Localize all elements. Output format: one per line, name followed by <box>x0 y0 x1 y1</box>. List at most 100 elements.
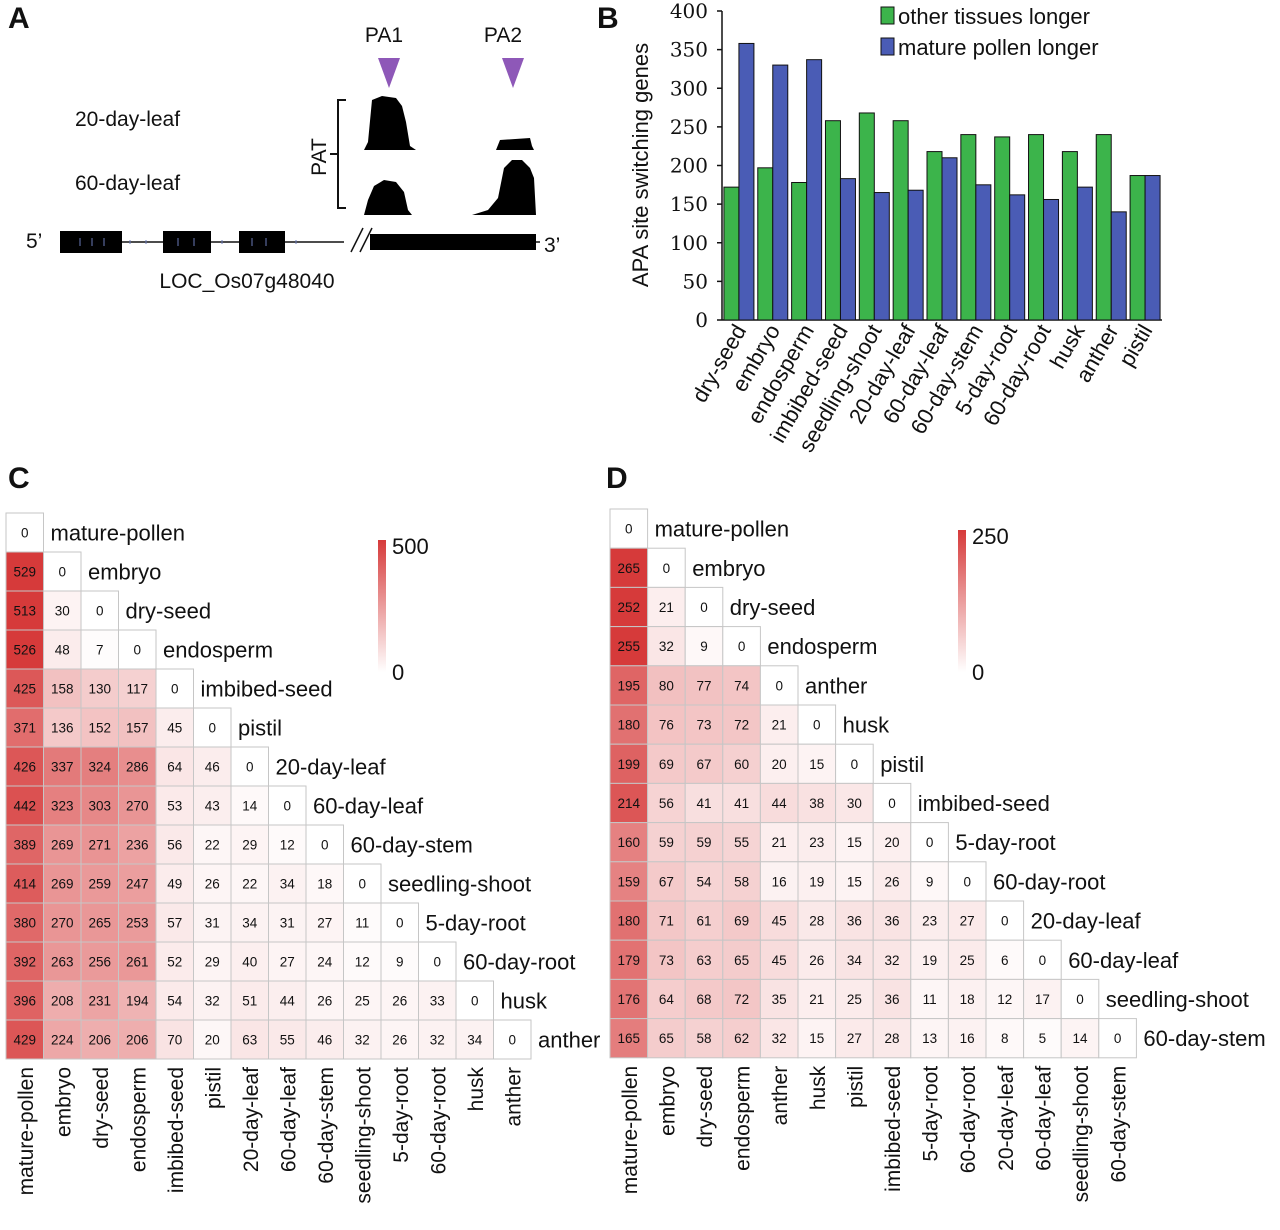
heat-cell-value: 30 <box>847 796 862 811</box>
heat-cell <box>455 980 494 1021</box>
row-label: mature-pollen <box>51 521 186 546</box>
heat-cell <box>609 939 649 980</box>
heat-cell-value: 59 <box>659 835 674 850</box>
heat-cell <box>797 743 837 784</box>
heat-cell-value: 26 <box>392 1033 407 1048</box>
heat-cell <box>835 900 874 941</box>
heat-cell <box>80 785 119 826</box>
heat-cell-value: 26 <box>205 877 220 892</box>
heat-cell-value: 33 <box>430 994 445 1009</box>
peak-pa1-60-day-leaf <box>364 180 412 215</box>
heat-cell-value: 32 <box>430 1033 445 1048</box>
heat-cell <box>609 508 649 549</box>
heat-cell <box>118 902 157 943</box>
heat-cell-value: 0 <box>358 877 366 892</box>
heat-cell <box>759 782 799 824</box>
heat-cell-value: 45 <box>772 953 787 968</box>
heat-cell <box>1098 1018 1137 1059</box>
heat-cell-value: 259 <box>88 877 111 892</box>
peak-pa2-60-day-leaf <box>472 160 536 215</box>
row-label: endosperm <box>163 638 273 663</box>
heat-cell-value: 45 <box>167 721 182 736</box>
heat-cell <box>305 824 344 865</box>
heat-cell-value: 0 <box>700 600 708 615</box>
heat-cell-value: 14 <box>242 799 258 814</box>
y-tick-label: 0 <box>695 308 708 332</box>
heat-cell <box>684 743 724 784</box>
heat-cell <box>80 668 119 709</box>
column-label: seedling-shoot <box>352 1067 375 1204</box>
heat-cell <box>80 1019 119 1060</box>
heat-cell-value: 64 <box>659 992 675 1007</box>
heat-cell-value: 64 <box>167 760 183 775</box>
heat-cell-value: 23 <box>809 835 824 850</box>
heat-cell <box>268 980 307 1021</box>
heat-cell <box>155 668 194 709</box>
row-label: 60-day-leaf <box>313 794 424 819</box>
column-label: dry-seed <box>90 1067 113 1149</box>
heat-cell-value: 9 <box>926 874 934 889</box>
heat-cell-value: 224 <box>51 1033 74 1048</box>
legend-label-pollen: mature pollen longer <box>898 35 1099 60</box>
bar-other-pistil <box>1129 175 1146 321</box>
heat-cell <box>43 707 82 748</box>
heat-cell-value: 55 <box>280 1033 295 1048</box>
column-label: pistil <box>202 1067 225 1109</box>
pat-bracket <box>330 99 346 209</box>
color-scale-max: 500 <box>392 534 429 559</box>
heat-cell-value: 67 <box>659 874 674 889</box>
heat-cell-value: 324 <box>88 760 111 775</box>
heat-cell-value: 71 <box>659 914 674 929</box>
heat-cell-value: 29 <box>242 838 257 853</box>
heat-cell-value: 69 <box>659 757 674 772</box>
heat-cell <box>835 1018 874 1059</box>
panel-c-label: C <box>8 462 30 495</box>
color-scale-min: 0 <box>392 660 404 685</box>
heat-cell-value: 34 <box>242 916 258 931</box>
row-label: imbibed-seed <box>918 791 1050 816</box>
heat-cell <box>872 939 912 980</box>
legend-swatch-pollen <box>880 37 895 56</box>
heat-cell <box>268 785 307 826</box>
heat-cell-value: 63 <box>696 953 711 968</box>
column-label: seedling-shoot <box>1070 1066 1093 1203</box>
heat-cell-value: 0 <box>775 678 783 693</box>
heat-cell <box>343 980 382 1021</box>
heat-cell-value: 165 <box>618 1031 641 1046</box>
heat-cell-value: 0 <box>471 994 479 1009</box>
heat-cell <box>835 743 874 784</box>
legend-swatch-other <box>880 6 895 25</box>
heat-cell <box>910 939 949 980</box>
heat-cell-value: 63 <box>242 1033 257 1048</box>
heat-cell <box>155 785 194 826</box>
heat-cell <box>305 902 344 943</box>
heat-cell <box>5 629 44 670</box>
bar-other-dry-seed <box>723 186 740 321</box>
y-tick-label: 150 <box>670 192 708 216</box>
heat-cell-value: 45 <box>772 914 787 929</box>
row-label: endosperm <box>767 634 877 659</box>
heat-cell-value: 46 <box>317 1033 332 1048</box>
heat-cell <box>722 861 761 902</box>
heat-cell-value: 0 <box>171 682 179 697</box>
heat-cell <box>43 980 82 1021</box>
heat-cell-value: 43 <box>205 799 220 814</box>
column-label: husk <box>807 1065 830 1110</box>
heat-cell <box>722 704 761 745</box>
bar-pollen-60-day-root <box>1043 198 1060 321</box>
heat-cell-value: 38 <box>809 796 824 811</box>
column-label: anther <box>502 1067 525 1127</box>
heat-cell <box>155 1019 194 1060</box>
heat-cell-value: 20 <box>205 1033 220 1048</box>
heat-cell <box>155 863 194 904</box>
heat-cell <box>5 551 44 592</box>
heat-cell-value: 157 <box>126 721 149 736</box>
heat-cell <box>647 939 686 980</box>
bar-other-60-day-leaf <box>926 151 943 321</box>
heat-cell <box>609 626 649 667</box>
y-tick-label: 300 <box>670 76 708 100</box>
heat-cell-value: 380 <box>13 916 36 931</box>
heat-cell-value: 25 <box>960 953 975 968</box>
row-label: 60-day-root <box>993 869 1106 894</box>
heat-cell <box>418 941 457 982</box>
